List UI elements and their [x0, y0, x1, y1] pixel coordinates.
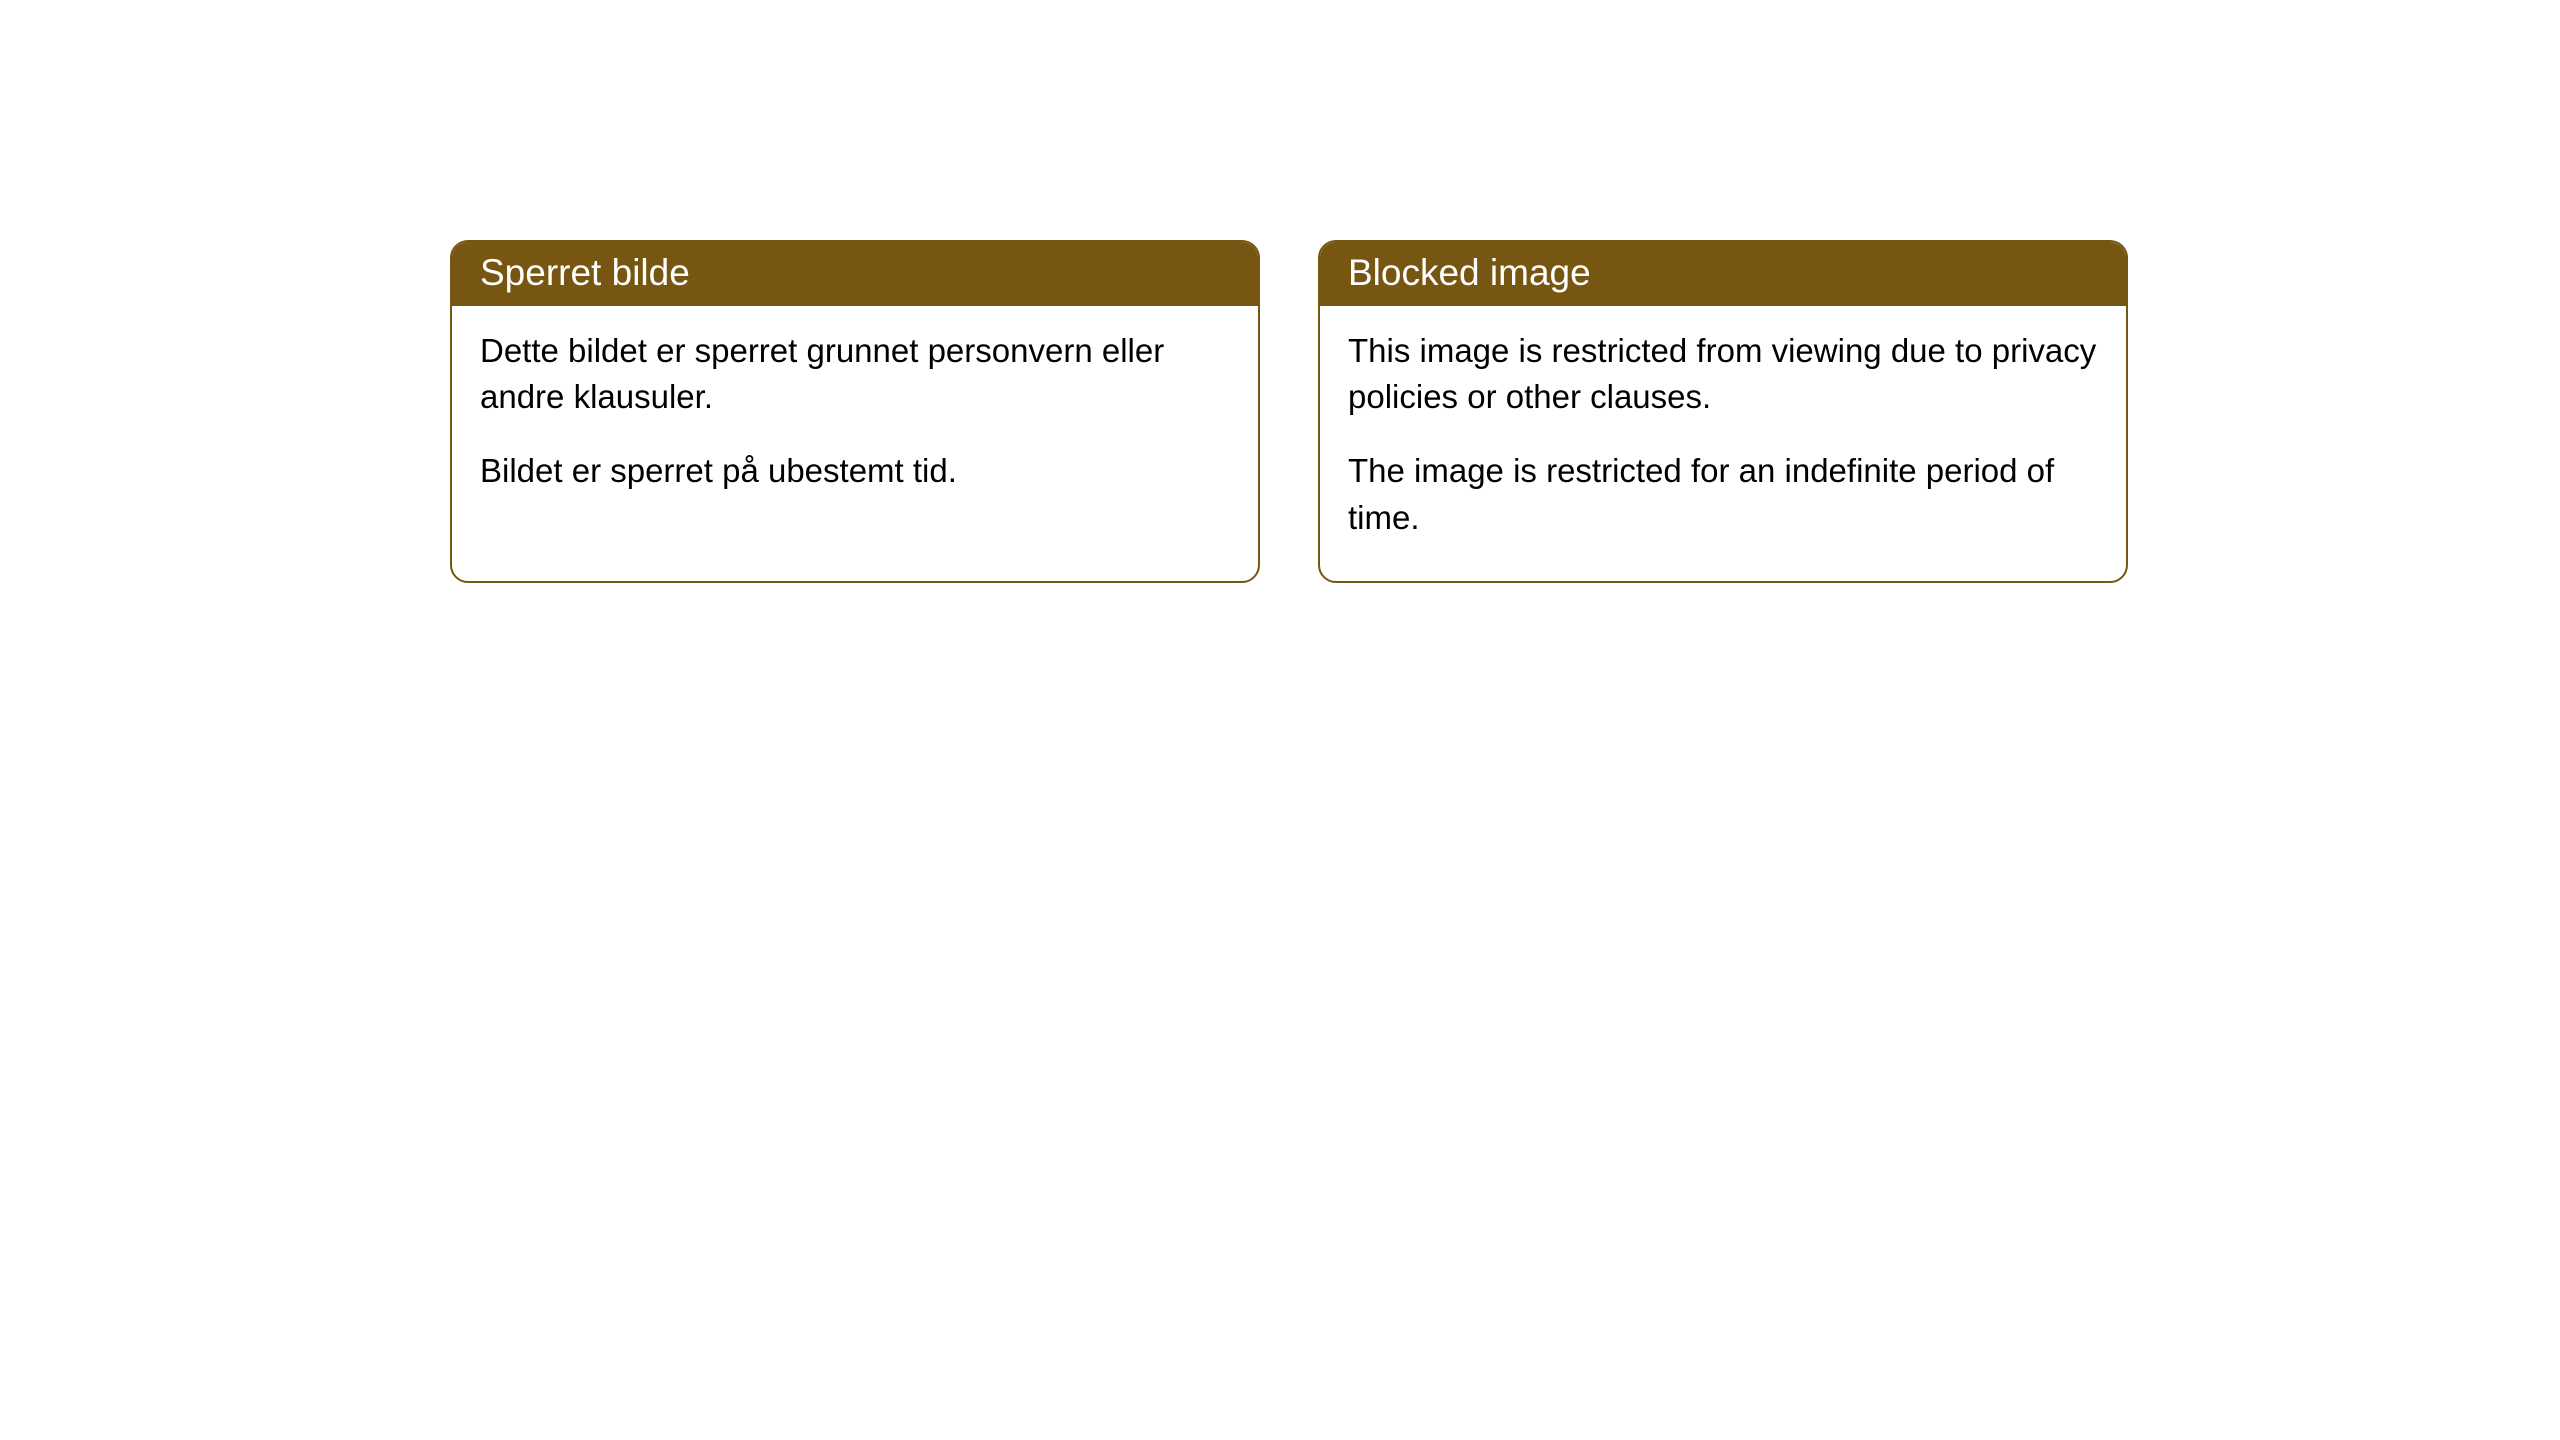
notice-header: Blocked image	[1320, 242, 2126, 306]
notice-paragraph: This image is restricted from viewing du…	[1348, 328, 2098, 420]
notice-container: Sperret bilde Dette bildet er sperret gr…	[0, 0, 2560, 583]
notice-paragraph: Dette bildet er sperret grunnet personve…	[480, 328, 1230, 420]
notice-card-norwegian: Sperret bilde Dette bildet er sperret gr…	[450, 240, 1260, 583]
notice-body: Dette bildet er sperret grunnet personve…	[452, 306, 1258, 535]
notice-title: Sperret bilde	[480, 252, 690, 293]
notice-paragraph: The image is restricted for an indefinit…	[1348, 448, 2098, 540]
notice-header: Sperret bilde	[452, 242, 1258, 306]
notice-body: This image is restricted from viewing du…	[1320, 306, 2126, 581]
notice-paragraph: Bildet er sperret på ubestemt tid.	[480, 448, 1230, 494]
notice-title: Blocked image	[1348, 252, 1591, 293]
notice-card-english: Blocked image This image is restricted f…	[1318, 240, 2128, 583]
